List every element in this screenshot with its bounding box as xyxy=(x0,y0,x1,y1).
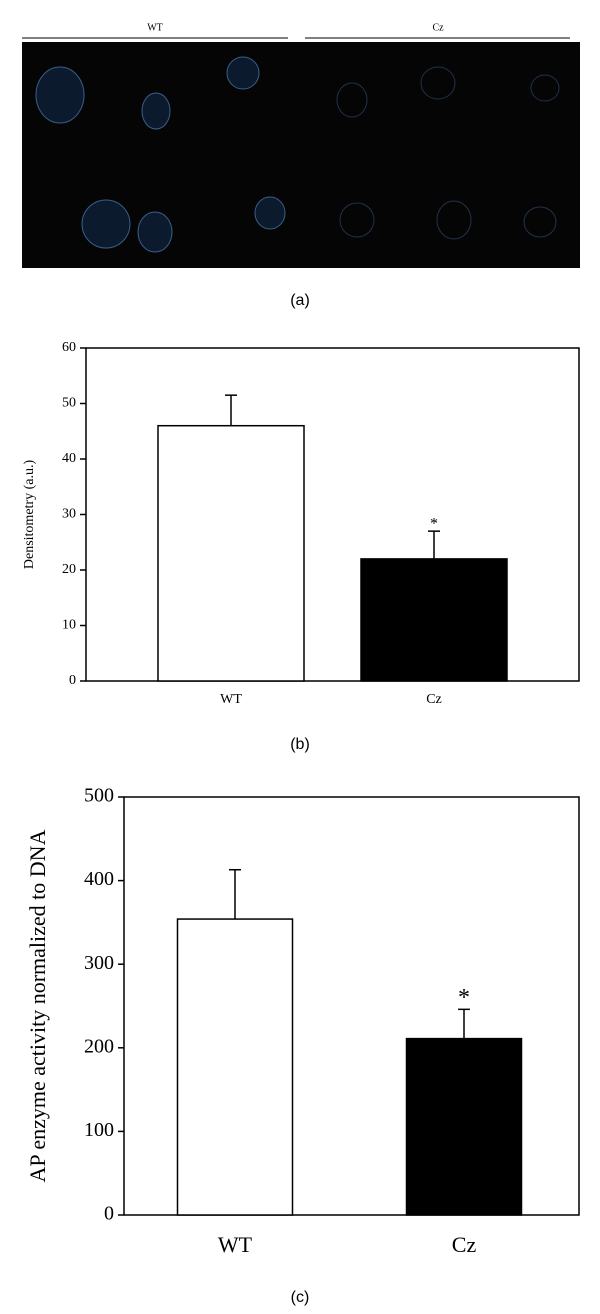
y-tick-label: 100 xyxy=(84,1119,114,1141)
y-tick-label: 300 xyxy=(84,952,114,974)
y-tick-label: 40 xyxy=(62,451,76,466)
panel-a: WT Cz (a) xyxy=(22,22,580,309)
bar xyxy=(360,558,508,682)
bar xyxy=(157,424,305,682)
y-tick-label: 200 xyxy=(84,1035,114,1057)
panel-caption: (c) xyxy=(291,1289,310,1306)
panel-caption: (b) xyxy=(290,736,310,753)
y-axis-label: AP enzyme activity normalized to DNA xyxy=(25,829,50,1182)
panel-caption: (a) xyxy=(290,292,310,309)
bar xyxy=(405,1037,523,1216)
cells xyxy=(35,56,286,253)
y-tick-label: 0 xyxy=(104,1203,114,1225)
y-tick-label: 10 xyxy=(62,618,76,633)
y-tick-label: 20 xyxy=(62,562,76,577)
y-axis-label: Densitometry (a.u.) xyxy=(22,460,37,570)
y-tick-label: 400 xyxy=(84,868,114,890)
x-tick-label: WT xyxy=(220,692,242,707)
y-tick-label: 50 xyxy=(62,396,76,411)
y-tick-label: 0 xyxy=(69,673,76,688)
significance-mark: * xyxy=(430,516,438,533)
x-tick-label: Cz xyxy=(426,692,442,707)
y-tick-label: 30 xyxy=(62,507,76,522)
cells-faint xyxy=(336,66,560,240)
y-tick-label: 500 xyxy=(84,785,114,807)
y-tick-label: 60 xyxy=(62,340,76,355)
plot-frame xyxy=(123,796,580,1216)
bar xyxy=(176,918,294,1216)
group-label: Cz xyxy=(432,22,444,33)
x-tick-label: Cz xyxy=(452,1232,477,1257)
significance-mark: * xyxy=(458,985,470,1011)
x-tick-label: WT xyxy=(218,1232,253,1257)
group-label: WT xyxy=(147,22,163,33)
